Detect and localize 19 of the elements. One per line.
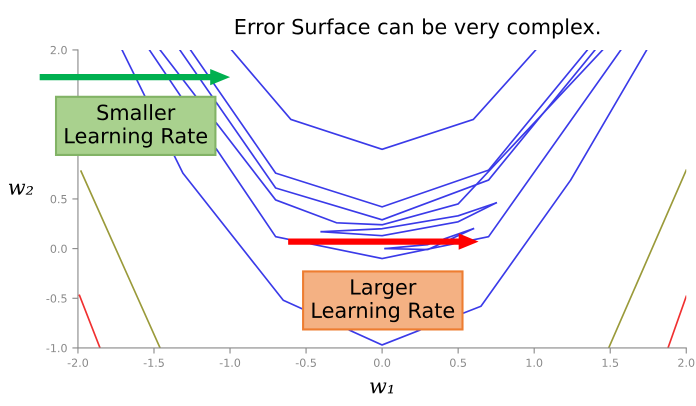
y-tick-label: -1.0 xyxy=(46,344,67,352)
x-tick-label: -1.5 xyxy=(144,358,164,367)
x-tick-label: 2.0 xyxy=(678,358,694,367)
y-tick-label: -0.5 xyxy=(46,294,67,303)
x-tick-label: -2.0 xyxy=(68,358,88,367)
x-tick-label: -0.5 xyxy=(296,358,316,367)
y-tick-label: 0.0 xyxy=(50,244,67,253)
y-axis-title: w₂ xyxy=(8,184,33,195)
annotation: Larger Learning Rate xyxy=(312,279,454,322)
x-tick-label: 0.5 xyxy=(450,358,466,367)
y-tick-label: 2.0 xyxy=(50,46,67,54)
x-tick-label: 0.0 xyxy=(374,358,390,367)
annotation: Smaller Learning Rate xyxy=(65,104,208,148)
x-axis-title: w₁ xyxy=(370,382,393,394)
x-tick-label: 1.5 xyxy=(602,358,618,367)
y-tick-label: 0.5 xyxy=(50,194,67,204)
x-tick-label: -1.0 xyxy=(220,358,240,367)
x-tick-label: 1.0 xyxy=(526,358,542,367)
chart-title: Error Surface can be very complex. xyxy=(236,18,600,38)
